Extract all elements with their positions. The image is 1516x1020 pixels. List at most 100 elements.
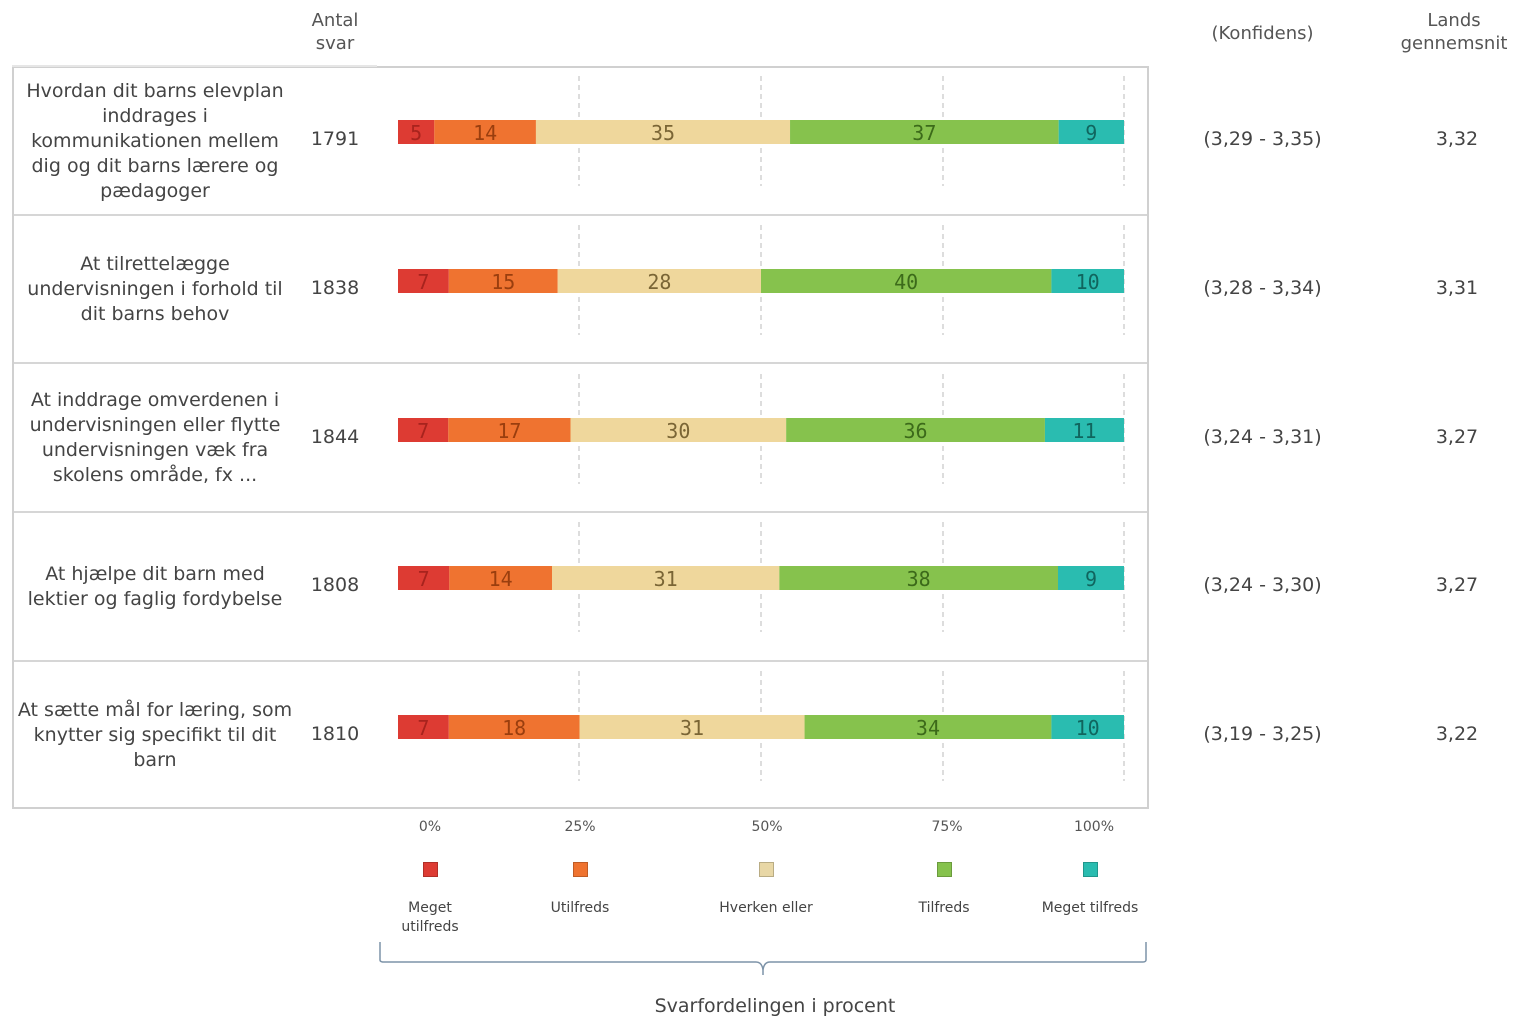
data-label: 18 bbox=[502, 716, 526, 740]
data-label: 37 bbox=[912, 121, 936, 145]
data-label: 9 bbox=[1085, 567, 1097, 591]
x-tick-label: 0% bbox=[419, 819, 441, 835]
data-label: 10 bbox=[1076, 716, 1100, 740]
answer-count: 1791 bbox=[310, 128, 360, 150]
bar-segment bbox=[448, 269, 558, 293]
bar-segment bbox=[535, 120, 791, 144]
bar-segment bbox=[786, 418, 1045, 442]
legend-label: Utilfreds bbox=[550, 900, 610, 916]
question-label: Hvordan dit barns elevplan inddrages i k… bbox=[26, 79, 284, 202]
bar-segment bbox=[1051, 269, 1124, 293]
legend-label: Meget tilfreds bbox=[1041, 900, 1139, 916]
bar-segment bbox=[448, 418, 571, 442]
legend-label: Tilfreds bbox=[918, 900, 970, 916]
bar-segment bbox=[1058, 566, 1124, 590]
row-divider bbox=[14, 362, 1147, 364]
confidence-interval: (3,19 - 3,25) bbox=[1203, 723, 1322, 745]
legend-item-meget-tilfreds: Meget tilfreds bbox=[1020, 862, 1160, 918]
x-tick-label: 25% bbox=[564, 819, 595, 835]
data-label: 7 bbox=[417, 270, 429, 294]
national-average: 3,31 bbox=[1435, 277, 1479, 299]
data-label: 31 bbox=[654, 567, 678, 591]
data-label: 38 bbox=[907, 567, 931, 591]
data-label: 36 bbox=[903, 419, 927, 443]
legend-item-meget-utilfreds: Meget utilfreds bbox=[360, 862, 500, 937]
bar-segment bbox=[579, 715, 805, 739]
bar-segment bbox=[790, 120, 1059, 144]
row-divider bbox=[14, 660, 1147, 662]
legend-swatch bbox=[1082, 862, 1098, 877]
data-label: 14 bbox=[473, 121, 497, 145]
data-label: 40 bbox=[894, 270, 918, 294]
bar-segment bbox=[449, 566, 552, 590]
data-label: 7 bbox=[417, 419, 429, 443]
bar-segment bbox=[804, 715, 1052, 739]
answer-count: 1808 bbox=[310, 574, 360, 596]
answer-count: 1844 bbox=[310, 426, 360, 448]
legend-swatch bbox=[758, 862, 774, 877]
header-antal-svar: Antal svar bbox=[311, 10, 359, 54]
data-label: 10 bbox=[1076, 270, 1100, 294]
results-table-frame bbox=[12, 66, 1149, 809]
bar-segment bbox=[1058, 120, 1124, 144]
question-label: At tilrettelægge undervisningen i forhol… bbox=[27, 252, 283, 325]
data-label: 28 bbox=[647, 270, 671, 294]
national-average: 3,27 bbox=[1435, 426, 1479, 448]
data-label: 14 bbox=[489, 567, 513, 591]
answer-count: 1838 bbox=[310, 277, 360, 299]
legend-swatch bbox=[572, 862, 588, 877]
national-average: 3,27 bbox=[1435, 574, 1479, 596]
bar-segment bbox=[398, 120, 435, 144]
question-label: At hjælpe dit barn med lektier og faglig… bbox=[27, 562, 283, 610]
data-label: 11 bbox=[1072, 419, 1096, 443]
confidence-interval: (3,24 - 3,31) bbox=[1203, 426, 1322, 448]
x-tick-label: 50% bbox=[751, 819, 782, 835]
answer-count: 1810 bbox=[310, 723, 360, 745]
legend-swatch bbox=[936, 862, 952, 877]
x-tick-label: 100% bbox=[1074, 819, 1114, 835]
bar-segment bbox=[552, 566, 780, 590]
national-average: 3,22 bbox=[1435, 723, 1479, 745]
bar-segment bbox=[398, 566, 450, 590]
data-label: 35 bbox=[651, 121, 675, 145]
data-label: 5 bbox=[410, 121, 422, 145]
question-label: At inddrage omverdenen i undervisningen … bbox=[29, 388, 281, 486]
header-konfidens: (Konfidens) bbox=[1211, 23, 1314, 44]
legend-item-utilfreds: Utilfreds bbox=[510, 862, 650, 918]
legend-label: Hverken eller bbox=[719, 900, 813, 916]
question-label: At sætte mål for læring, som knytter sig… bbox=[17, 698, 293, 771]
bar-segment bbox=[761, 269, 1052, 293]
header-separator bbox=[12, 65, 377, 67]
bar-segment bbox=[1051, 715, 1124, 739]
bar-segment bbox=[434, 120, 536, 144]
bar-segment bbox=[398, 418, 449, 442]
bar-segment bbox=[448, 715, 580, 739]
bar-segment bbox=[1044, 418, 1124, 442]
data-label: 30 bbox=[666, 419, 690, 443]
header-landsgennemsnit: Lands gennemsnit bbox=[1400, 10, 1508, 54]
legend-label: Meget utilfreds bbox=[401, 900, 459, 935]
data-label: 34 bbox=[916, 716, 940, 740]
data-label: 7 bbox=[417, 716, 429, 740]
bar-segment bbox=[557, 269, 761, 293]
legend-item-tilfreds: Tilfreds bbox=[874, 862, 1014, 918]
legend-item-hverken-eller: Hverken eller bbox=[696, 862, 836, 918]
legend-swatch bbox=[422, 862, 438, 877]
confidence-interval: (3,24 - 3,30) bbox=[1203, 574, 1322, 596]
x-axis-title: Svarfordelingen i procent bbox=[654, 995, 896, 1017]
data-label: 31 bbox=[680, 716, 704, 740]
data-label: 7 bbox=[418, 567, 430, 591]
data-label: 17 bbox=[497, 419, 521, 443]
confidence-interval: (3,29 - 3,35) bbox=[1203, 128, 1322, 150]
axis-bracket bbox=[379, 942, 1147, 975]
data-label: 9 bbox=[1085, 121, 1097, 145]
confidence-interval: (3,28 - 3,34) bbox=[1203, 277, 1322, 299]
bar-segment bbox=[398, 269, 449, 293]
data-label: 15 bbox=[491, 270, 515, 294]
national-average: 3,32 bbox=[1435, 128, 1479, 150]
row-divider bbox=[14, 214, 1147, 216]
row-divider bbox=[14, 511, 1147, 513]
bar-segment bbox=[398, 715, 449, 739]
x-tick-label: 75% bbox=[931, 819, 962, 835]
